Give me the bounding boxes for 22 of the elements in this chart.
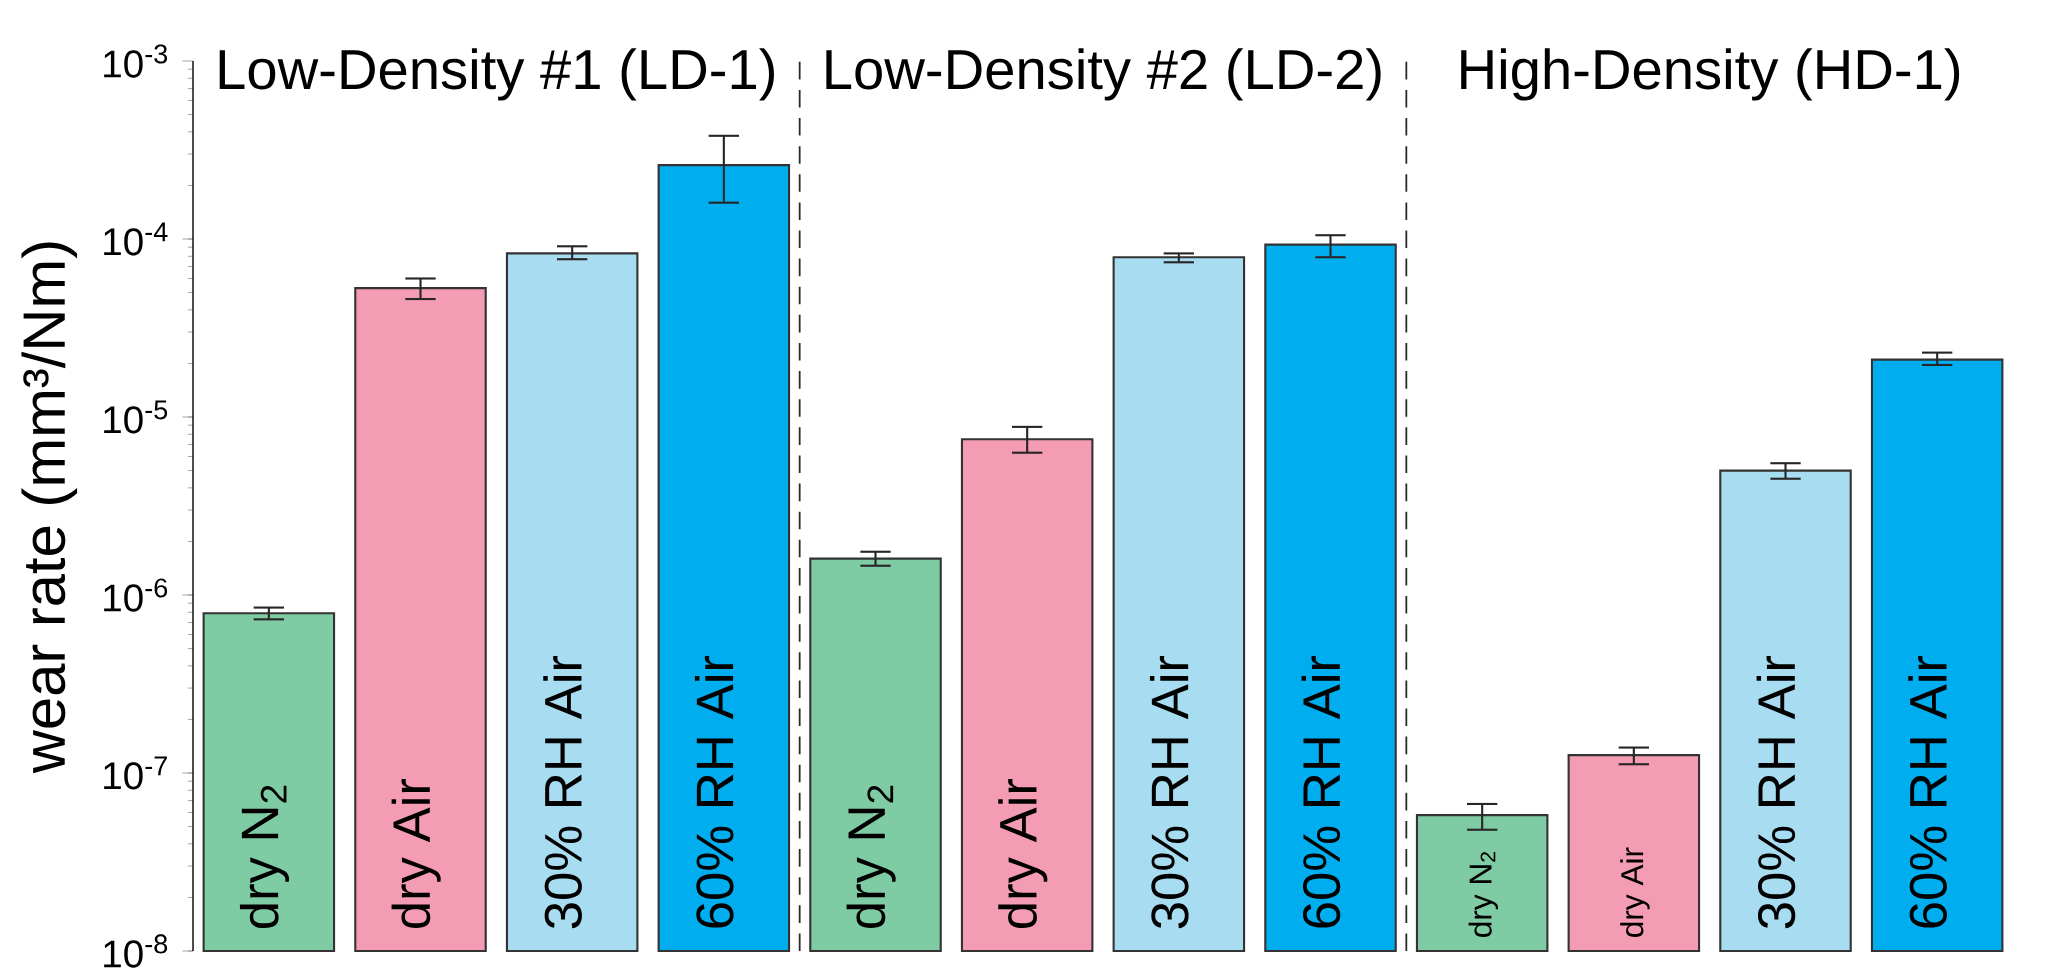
y-tick-label: 10$^{-4}$: [104, 222, 168, 256]
x-tick-label: dry Air: [998, 778, 1048, 929]
y-tick-label: 10$^{-5}$: [104, 400, 168, 434]
x-tick-label: dry Air: [391, 778, 441, 929]
annotation: Low-Density #1 (LD-1): [219, 48, 774, 101]
x-tick-label: dry N$_{2}$: [846, 785, 896, 929]
x-tick-label: 60% RH Air: [1908, 655, 1947, 928]
y-axis-title: wear rate (mm³/Nm): [21, 242, 78, 774]
y-tick-label: 10$^{-3}$: [104, 44, 168, 78]
x-tick-label: 30% RH Air: [1149, 655, 1189, 929]
x-tick-label: 60% RH Air: [1301, 655, 1341, 928]
x-tick-label: 30% RH Air: [543, 655, 582, 929]
y-tick-label: 10$^{-6}$: [104, 578, 168, 612]
x-tick-label: 30% RH Air: [1756, 655, 1796, 929]
y-tick-label: 10$^{-8}$: [104, 934, 168, 968]
y-tick-label: 10$^{-7}$: [104, 756, 167, 790]
annotation: Low-Density #2 (LD-2): [826, 48, 1381, 101]
x-tick-label: 60% RH Air: [694, 655, 734, 928]
x-tick-label: dry Air: [1620, 847, 1650, 937]
x-tick-label: dry N$_{2}$: [239, 785, 290, 929]
x-tick-label: dry N$_{2}$: [1468, 852, 1499, 937]
annotation: High-Density (HD-1): [1461, 48, 1960, 101]
